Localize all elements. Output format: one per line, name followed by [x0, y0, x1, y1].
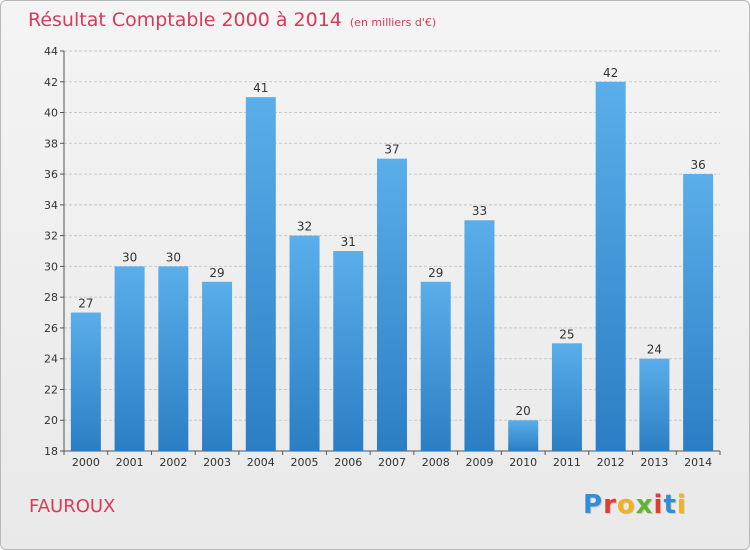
labels: 18 20 22 24 26 28 30 32 34 36 38 40 42 44 27 2000 30 2001…	[44, 45, 712, 469]
data-label: 29	[428, 266, 443, 280]
x-tick-label: 2005	[291, 456, 319, 469]
bar	[158, 266, 189, 451]
x-tick-label: 2011	[553, 456, 581, 469]
x-tick-label: 2000	[72, 456, 100, 469]
bar	[639, 358, 670, 451]
proxiti-logo: Proxiti	[583, 490, 687, 520]
data-label: 41	[253, 81, 268, 95]
y-tick-label: 20	[44, 414, 58, 427]
chart-subtitle: (en milliers d'€)	[349, 16, 437, 29]
y-tick-label: 42	[44, 76, 58, 89]
bar	[420, 281, 451, 451]
x-tick-label: 2013	[640, 456, 668, 469]
bars	[70, 81, 714, 452]
bar	[245, 97, 276, 452]
y-tick-label: 30	[44, 260, 58, 273]
y-tick-label: 32	[44, 230, 58, 243]
x-tick-label: 2003	[203, 456, 231, 469]
bar	[377, 158, 407, 451]
y-tick-label: 40	[44, 107, 58, 120]
y-tick-label: 22	[44, 383, 58, 396]
data-label: 37	[384, 143, 399, 157]
y-tick-label: 18	[44, 445, 58, 458]
town-name: FAUROUX	[29, 496, 116, 517]
x-tick-label: 2012	[597, 456, 625, 469]
y-tick-label: 36	[44, 168, 58, 181]
y-tick-label: 24	[44, 353, 58, 366]
data-label: 32	[297, 220, 312, 234]
logo-letter: x	[635, 490, 654, 520]
logo-letter: i	[676, 490, 687, 520]
x-tick-label: 2004	[247, 456, 275, 469]
x-tick-label: 2010	[509, 456, 537, 469]
y-tick-label: 28	[44, 291, 58, 304]
bar	[114, 266, 145, 451]
bar	[70, 312, 101, 451]
data-label: 25	[559, 327, 574, 341]
bar	[595, 81, 626, 452]
bar	[551, 343, 582, 451]
data-label: 30	[122, 250, 137, 264]
logo-letter: t	[663, 490, 677, 520]
data-label: 24	[647, 343, 662, 357]
logo-letter: i	[653, 490, 664, 520]
bar	[333, 251, 364, 451]
data-label: 31	[341, 235, 356, 249]
data-label: 20	[516, 404, 531, 418]
bar	[202, 281, 233, 451]
title-text: Résultat Comptable 2000 à 2014	[28, 9, 342, 31]
y-tick-label: 26	[44, 322, 58, 335]
logo-letter: o	[616, 490, 636, 520]
x-tick-label: 2007	[378, 456, 406, 469]
x-tick-label: 2002	[159, 456, 187, 469]
chart-title: Résultat Comptable 2000 à 2014 (en millie…	[28, 9, 436, 31]
bar	[464, 220, 495, 451]
bar	[289, 235, 320, 451]
x-tick-label: 2008	[422, 456, 450, 469]
x-tick-label: 2014	[684, 456, 712, 469]
x-tick-label: 2009	[465, 456, 493, 469]
y-tick-label: 34	[44, 199, 58, 212]
logo-letter: P	[583, 490, 604, 520]
data-label: 30	[166, 250, 181, 264]
x-tick-label: 2006	[334, 456, 362, 469]
bar	[683, 174, 714, 452]
y-tick-label: 44	[44, 45, 58, 58]
data-label: 33	[472, 204, 487, 218]
data-label: 27	[78, 297, 93, 311]
bar	[508, 420, 539, 451]
x-tick-label: 2001	[116, 456, 144, 469]
data-label: 42	[603, 66, 618, 80]
data-label: 29	[209, 266, 224, 280]
data-label: 36	[690, 158, 705, 172]
y-tick-label: 38	[44, 137, 58, 150]
logo-letter: r	[603, 490, 617, 520]
